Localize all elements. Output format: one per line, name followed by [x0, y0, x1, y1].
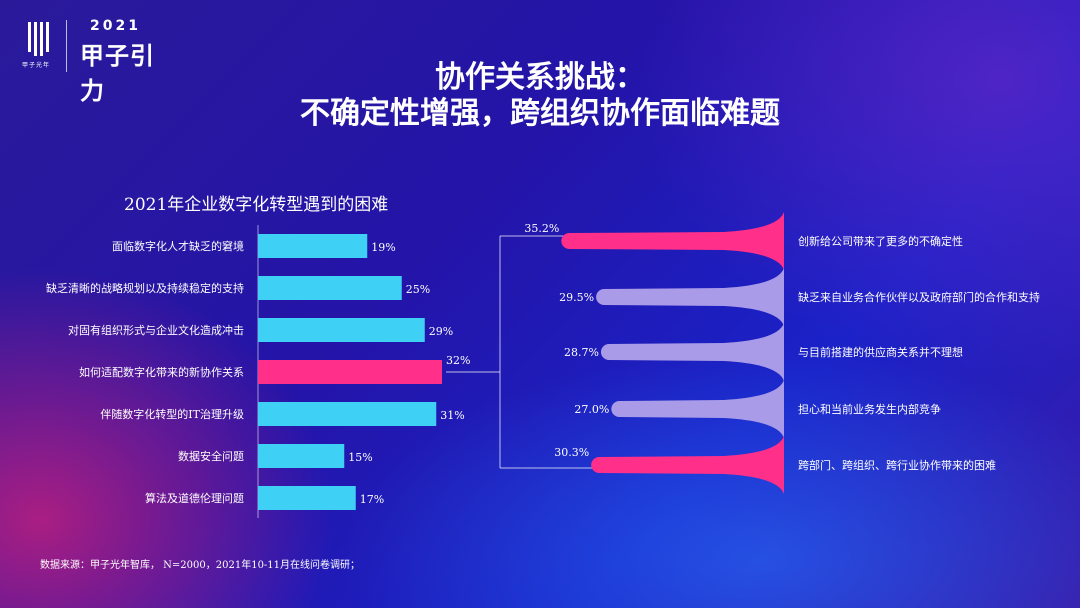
funnel-2 [600, 323, 784, 381]
funnel-category-label-2: 与目前搭建的供应商关系并不理想 [798, 345, 963, 359]
funnel-category-label-4: 跨部门、跨组织、跨行业协作带来的困难 [798, 458, 996, 472]
value-label-2: 29% [429, 325, 453, 338]
funnel-category-label-1: 缺乏来自业务合作伙伴以及政府部门的合作和支持 [798, 290, 1040, 304]
logo-mark-icon [28, 22, 54, 56]
category-label-6: 算法及道德伦理问题 [145, 491, 244, 505]
bar-1 [258, 276, 402, 300]
funnel-1 [596, 268, 784, 326]
category-label-2: 对固有组织形式与企业文化造成冲击 [68, 323, 244, 337]
value-label-1: 25% [406, 283, 430, 296]
logo-name: 甲子引力 [80, 42, 155, 105]
logo-divider [66, 20, 67, 72]
logo-year: 2021 [90, 18, 141, 34]
category-label-0: 面临数字化人才缺乏的窘境 [112, 239, 244, 253]
logo-caption: 甲子光年 [22, 62, 51, 69]
bar-0 [258, 234, 368, 258]
funnel-category-label-3: 担心和当前业务发生内部竞争 [798, 402, 941, 416]
funnel-value-label-0: 35.2% [524, 222, 559, 235]
value-label-5: 15% [348, 451, 372, 464]
value-label-0: 19% [371, 241, 395, 254]
data-source-note: 数据来源：甲子光年智库， N=2000，2021年10-11月在线问卷调研； [40, 560, 361, 571]
value-label-6: 17% [360, 493, 384, 506]
bar-4 [258, 402, 437, 426]
funnel-category-label-0: 创新给公司带来了更多的不确定性 [798, 234, 963, 248]
funnel-value-label-4: 30.3% [554, 446, 589, 459]
value-label-4: 31% [440, 409, 464, 422]
value-label-3: 32% [446, 354, 470, 367]
logo: 甲子光年 2021 甲子引力 [22, 16, 172, 105]
page-title-line-2: 不确定性增强，跨组织协作面临难题 [300, 96, 780, 131]
bar-5 [258, 444, 345, 468]
funnel-value-label-1: 29.5% [559, 291, 594, 304]
category-label-5: 数据安全问题 [178, 449, 244, 463]
bar-2 [258, 318, 425, 342]
category-label-4: 伴随数字化转型的IT治理升级 [100, 407, 244, 421]
funnel-0 [561, 212, 784, 270]
chart-title: 2021年企业数字化转型遇到的困难 [124, 195, 389, 215]
bar-6 [258, 486, 356, 510]
bar-3 [258, 360, 442, 384]
category-label-3: 如何适配数字化带来的新协作关系 [79, 365, 244, 379]
funnel-3 [611, 380, 784, 438]
funnel-4 [591, 436, 784, 494]
page-title-line-1: 协作关系挑战： [435, 60, 645, 95]
category-label-1: 缺乏清晰的战略规划以及持续稳定的支持 [46, 281, 244, 295]
funnel-value-label-2: 28.7% [564, 346, 599, 359]
funnel-value-label-3: 27.0% [574, 403, 609, 416]
